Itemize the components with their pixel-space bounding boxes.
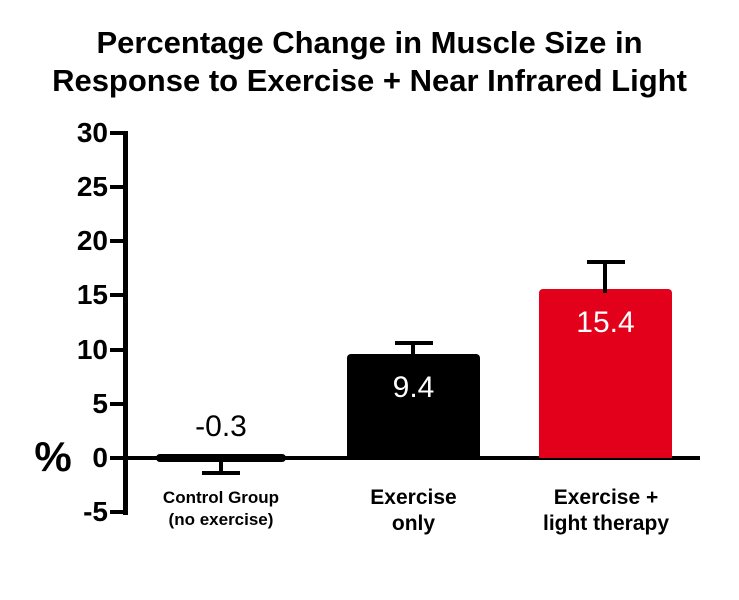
error-bar-control-cap [202,471,240,475]
y-tick-0 [110,456,125,460]
bar-exercise-only [347,354,480,458]
value-label-control: -0.3 [195,410,247,443]
x-baseline [125,456,700,460]
y-tick-label-15: 15 [76,279,108,310]
error-bar-light-therapy-cap [587,260,625,264]
category-label-control: Control Group (no exercise) [146,487,296,531]
y-tick-15 [110,293,125,297]
y-tick-label-20: 20 [76,225,108,256]
chart-title-line1: Percentage Change in Muscle Size in [96,25,643,60]
y-axis-percent-label: % [34,433,72,480]
value-label-exercise: 9.4 [392,371,435,404]
category-label-light-therapy-line2: light therapy [542,512,669,535]
chart-title-line2: Response to Exercise + Near Infrared Lig… [52,63,687,98]
y-tick-label-25: 25 [76,171,108,202]
category-label-light-therapy: Exercise + light therapy [520,485,692,537]
bar-light-therapy [539,289,672,458]
category-label-exercise: Exercise only [347,485,480,537]
y-tick-label-10: 10 [76,334,108,365]
category-label-exercise-line1: Exercise [370,486,457,509]
y-tick-5 [110,402,125,406]
bar-control-group [156,454,286,462]
y-tick-neg5 [110,510,125,514]
y-tick-label-30: 30 [76,117,108,148]
y-tick-20 [110,239,125,243]
y-tick-10 [110,348,125,352]
y-tick-30 [110,131,125,135]
y-tick-label-neg5: -5 [83,496,108,527]
y-tick-label-0: 0 [92,442,108,473]
error-bar-exercise-cap [395,341,433,345]
y-axis-line [123,131,128,515]
category-label-control-line2: (no exercise) [168,510,274,529]
y-tick-label-5: 5 [92,388,108,419]
error-bar-control-stem [219,459,223,473]
value-label-light-therapy: 15.4 [576,306,635,339]
y-tick-25 [110,185,125,189]
category-label-exercise-line2: only [391,512,436,535]
category-label-light-therapy-line1: Exercise + [553,486,659,509]
chart-title: Percentage Change in Muscle Size in Resp… [0,24,739,100]
error-bar-light-therapy-stem [603,260,607,293]
error-bar-exercise-stem [411,341,415,358]
category-label-control-line1: Control Group [162,488,280,507]
